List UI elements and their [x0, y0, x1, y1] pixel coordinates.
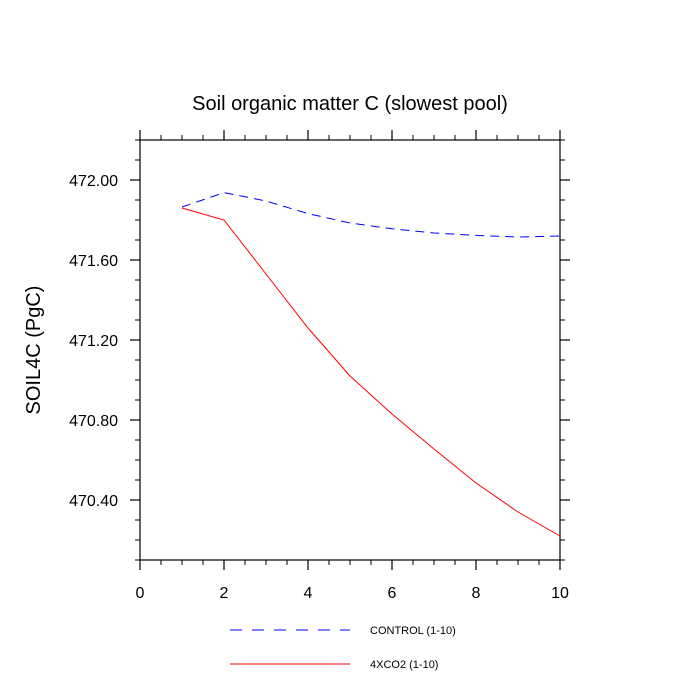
axis-ticks [130, 130, 570, 570]
x-tick-label: 10 [551, 585, 569, 602]
x-tick-label: 8 [472, 585, 481, 602]
x-tick-label: 0 [136, 585, 145, 602]
y-axis-label: SOIL4C (PgC) [23, 286, 45, 415]
x-tick-label: 4 [304, 585, 313, 602]
legend-label-2: 4XCO2 (1-10) [370, 659, 438, 671]
legend-label-1: CONTROL (1-10) [370, 625, 456, 637]
y-tick-label: 472.00 [69, 173, 118, 190]
x-tick-label: 2 [220, 585, 229, 602]
x-tick-label: 6 [388, 585, 397, 602]
y-tick-label: 471.20 [69, 333, 118, 350]
series-line-2 [181, 207, 561, 537]
series-line-1 [181, 192, 561, 238]
y-tick-label: 470.40 [69, 493, 118, 510]
chart-title: Soil organic matter C (slowest pool) [192, 93, 508, 115]
tick-labels: 0 2 4 6 8 10 470.40 470.80 471.20 471.60 472.00 [69, 173, 569, 602]
y-tick-label: 471.60 [69, 253, 118, 270]
series-lines [181, 192, 561, 537]
y-tick-label: 470.80 [69, 413, 118, 430]
legend: CONTROL (1-10) 4XCO2 (1-10) [230, 625, 456, 671]
